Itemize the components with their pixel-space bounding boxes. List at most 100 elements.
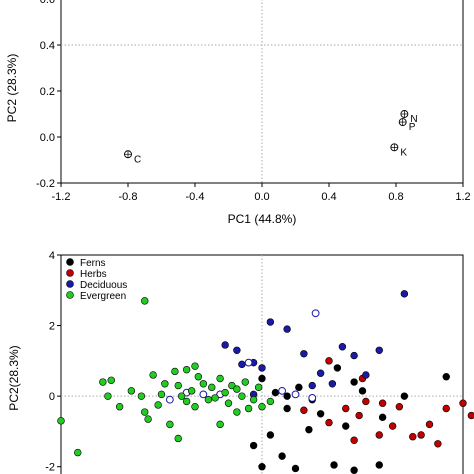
series-deciduous [221, 290, 409, 399]
legend-marker-deciduous [66, 280, 74, 288]
data-point-deciduous-hollow [291, 390, 300, 399]
data-point-evergreen [107, 376, 115, 384]
data-point-evergreen [191, 403, 199, 411]
loading-point-p: P [398, 118, 416, 133]
data-point-ferns [316, 410, 325, 418]
data-point-evergreen [216, 374, 224, 383]
data-point-evergreen [57, 417, 65, 425]
data-point-evergreen [137, 392, 146, 400]
data-point-evergreen [174, 381, 182, 390]
data-point-herbs [388, 422, 397, 430]
series-deciduous-hollow [165, 309, 320, 404]
data-point-evergreen [154, 401, 162, 409]
loading-label: P [409, 122, 416, 133]
data-point-herbs [350, 436, 358, 444]
data-point-evergreen [115, 403, 124, 411]
data-point-herbs [355, 411, 363, 420]
data-point-deciduous-hollow [165, 395, 174, 404]
data-point-evergreen [211, 394, 219, 402]
top-y-tick-label: 0.6 [40, 0, 55, 6]
top-x-tick-label: -0.8 [119, 191, 138, 203]
data-point-deciduous [300, 350, 308, 358]
data-point-herbs [375, 431, 383, 439]
data-point-evergreen [216, 420, 224, 429]
data-point-evergreen [191, 362, 199, 370]
loading-point-c: C [124, 150, 141, 165]
loading-label: K [400, 147, 407, 158]
top-points: C K PN [124, 110, 418, 165]
data-point-evergreen [233, 385, 241, 393]
data-point-deciduous [338, 343, 347, 351]
data-point-evergreen [149, 371, 157, 379]
data-point-deciduous [375, 346, 383, 354]
data-point-evergreen [141, 297, 149, 305]
data-point-evergreen [199, 380, 208, 388]
series-evergreen [57, 297, 275, 457]
loading-point-n: N [400, 110, 418, 125]
data-point-ferns [295, 383, 303, 392]
top-x-tick-label: -1.2 [52, 191, 71, 203]
data-point-evergreen [182, 397, 191, 406]
data-point-deciduous-hollow [278, 386, 287, 395]
loading-label: C [134, 154, 141, 165]
data-point-evergreen [141, 408, 149, 416]
legend-marker-herbs [66, 269, 74, 277]
data-point-ferns [266, 431, 275, 439]
data-point-evergreen [171, 367, 179, 376]
top-x-axis-title: PC1 (44.8%) [228, 212, 297, 226]
data-point-evergreen [224, 399, 233, 407]
data-point-deciduous-hollow [308, 394, 317, 402]
top-panel: -1.2 -0.8 -0.4 0.0 0.4 0.8 1.2 -0.2 0.0 0.2 0.4 0.6… [5, 0, 471, 226]
data-point-deciduous [308, 381, 316, 390]
bottom-points [57, 290, 474, 474]
data-point-deciduous-hollow [199, 390, 208, 399]
data-point-ferns [350, 466, 358, 474]
bottom-y-tick-label: 4 [49, 250, 55, 262]
data-point-deciduous [221, 341, 229, 349]
data-point-herbs [395, 403, 404, 411]
data-point-evergreen [238, 392, 246, 400]
data-point-herbs [342, 404, 350, 413]
data-point-herbs [417, 431, 425, 439]
data-point-ferns [278, 452, 286, 460]
series-herbs [300, 357, 474, 448]
legend-label-deciduous: Deciduous [80, 280, 127, 291]
legend-label-evergreen: Evergreen [80, 291, 126, 302]
top-x-tick-label: 0.0 [254, 191, 269, 203]
data-point-evergreen [177, 392, 186, 400]
bottom-y-tick-label: -2 [45, 462, 55, 474]
data-point-ferns [333, 364, 342, 372]
data-point-deciduous [350, 351, 358, 360]
bottom-y-tick-label: 0 [49, 391, 55, 403]
data-point-deciduous-hollow [244, 358, 253, 367]
legend-label-ferns: Ferns [80, 258, 106, 269]
data-point-evergreen [266, 397, 275, 406]
legend-marker-ferns [66, 258, 74, 266]
data-point-evergreen [249, 395, 258, 404]
data-point-ferns [330, 461, 338, 469]
data-point-deciduous [266, 318, 275, 326]
data-point-ferns [258, 374, 266, 383]
data-point-ferns [442, 373, 450, 381]
data-point-evergreen [233, 408, 241, 416]
data-point-deciduous [283, 325, 291, 333]
top-x-tick-label: 1.2 [455, 191, 470, 203]
top-y-tick-label: -0.2 [36, 178, 55, 190]
data-point-ferns [378, 413, 387, 422]
data-point-herbs [362, 397, 370, 406]
data-point-herbs [425, 420, 434, 429]
data-point-evergreen [204, 395, 213, 404]
data-point-deciduous [258, 364, 266, 372]
data-point-evergreen [144, 415, 152, 423]
data-point-evergreen [228, 381, 236, 390]
data-point-herbs [409, 433, 417, 441]
data-point-evergreen [74, 448, 82, 457]
data-point-herbs [467, 411, 474, 420]
data-point-deciduous-hollow [311, 309, 320, 318]
data-point-herbs [325, 418, 333, 427]
top-y-axis-title: PC2 (28.3%) [5, 54, 19, 123]
data-point-herbs [300, 406, 308, 414]
top-y-tick-label: 0.2 [40, 86, 55, 98]
top-ticks: -1.2 -0.8 -0.4 0.0 0.4 0.8 1.2 -0.2 0.0 0.2 0.4 0.6 [36, 0, 471, 203]
top-y-tick-label: 0.4 [40, 40, 55, 52]
